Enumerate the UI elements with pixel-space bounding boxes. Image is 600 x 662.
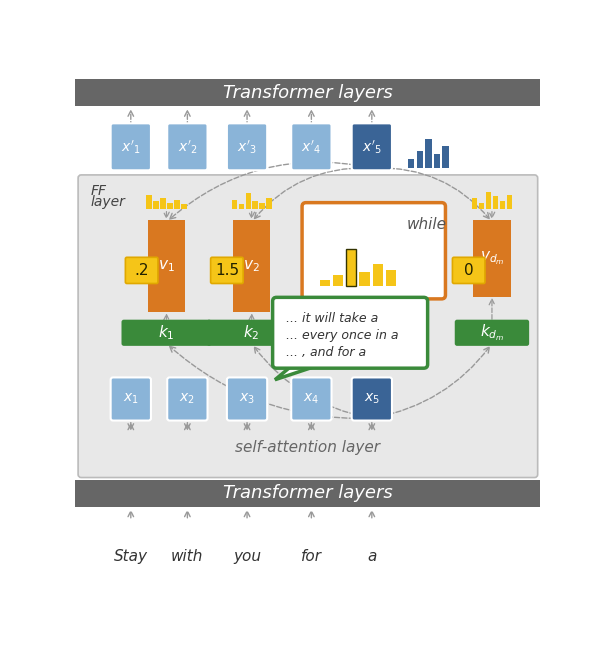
- FancyBboxPatch shape: [245, 193, 251, 209]
- Text: you: you: [233, 549, 261, 564]
- Text: $x_3$: $x_3$: [239, 392, 255, 406]
- FancyBboxPatch shape: [455, 320, 529, 346]
- Text: $v_{d_m}$: $v_{d_m}$: [479, 250, 504, 267]
- FancyBboxPatch shape: [266, 198, 272, 209]
- FancyBboxPatch shape: [373, 264, 383, 286]
- FancyBboxPatch shape: [452, 258, 485, 283]
- FancyBboxPatch shape: [233, 220, 271, 312]
- FancyBboxPatch shape: [167, 203, 173, 209]
- FancyBboxPatch shape: [302, 203, 445, 299]
- FancyBboxPatch shape: [320, 279, 330, 286]
- FancyBboxPatch shape: [207, 320, 296, 346]
- FancyBboxPatch shape: [408, 159, 415, 168]
- Text: ... every once in a: ... every once in a: [286, 329, 398, 342]
- Text: $x_5$: $x_5$: [364, 392, 380, 406]
- FancyBboxPatch shape: [78, 175, 538, 477]
- FancyBboxPatch shape: [75, 480, 540, 507]
- FancyBboxPatch shape: [346, 249, 356, 286]
- FancyBboxPatch shape: [442, 146, 449, 168]
- Text: ... it will take a: ... it will take a: [286, 312, 378, 325]
- FancyBboxPatch shape: [148, 220, 185, 312]
- Text: while: while: [407, 217, 446, 232]
- FancyBboxPatch shape: [110, 123, 151, 170]
- Polygon shape: [302, 295, 349, 312]
- Text: Stay: Stay: [114, 549, 148, 564]
- FancyBboxPatch shape: [167, 377, 208, 420]
- FancyBboxPatch shape: [473, 220, 511, 297]
- FancyBboxPatch shape: [75, 79, 540, 107]
- FancyBboxPatch shape: [352, 123, 392, 170]
- FancyBboxPatch shape: [434, 154, 440, 168]
- Text: ... , and for a: ... , and for a: [286, 346, 366, 359]
- Text: Transformer layers: Transformer layers: [223, 485, 392, 502]
- FancyBboxPatch shape: [174, 199, 179, 209]
- FancyBboxPatch shape: [146, 195, 152, 209]
- FancyBboxPatch shape: [121, 320, 211, 346]
- FancyBboxPatch shape: [227, 123, 267, 170]
- FancyBboxPatch shape: [160, 198, 166, 209]
- FancyBboxPatch shape: [253, 201, 258, 209]
- Text: .2: .2: [134, 263, 149, 278]
- Text: self-attention layer: self-attention layer: [235, 440, 380, 455]
- FancyBboxPatch shape: [167, 123, 208, 170]
- Text: a: a: [367, 549, 377, 564]
- FancyBboxPatch shape: [227, 377, 267, 420]
- Text: layer: layer: [91, 195, 125, 209]
- Polygon shape: [275, 364, 322, 380]
- Text: $k_2$: $k_2$: [244, 324, 260, 342]
- FancyBboxPatch shape: [479, 203, 484, 209]
- FancyBboxPatch shape: [493, 197, 498, 209]
- Text: 1.5: 1.5: [215, 263, 239, 278]
- FancyBboxPatch shape: [125, 258, 158, 283]
- Text: $k_{d_m}$: $k_{d_m}$: [480, 322, 504, 343]
- FancyBboxPatch shape: [500, 201, 505, 209]
- Text: FF: FF: [91, 184, 107, 198]
- Text: $x'_4$: $x'_4$: [301, 138, 322, 156]
- FancyBboxPatch shape: [486, 192, 491, 209]
- FancyBboxPatch shape: [359, 272, 370, 286]
- FancyBboxPatch shape: [386, 270, 396, 286]
- Text: $v_2$: $v_2$: [244, 258, 260, 274]
- FancyBboxPatch shape: [259, 203, 265, 209]
- FancyBboxPatch shape: [333, 275, 343, 286]
- FancyBboxPatch shape: [181, 204, 187, 209]
- Text: $x'_5$: $x'_5$: [362, 138, 382, 156]
- FancyBboxPatch shape: [232, 199, 237, 209]
- FancyBboxPatch shape: [352, 377, 392, 420]
- Text: Transformer layers: Transformer layers: [223, 84, 392, 102]
- FancyBboxPatch shape: [272, 297, 428, 368]
- FancyBboxPatch shape: [425, 139, 431, 168]
- FancyBboxPatch shape: [239, 204, 244, 209]
- FancyBboxPatch shape: [506, 195, 512, 209]
- FancyBboxPatch shape: [291, 123, 332, 170]
- Text: · · ·: · · ·: [358, 324, 386, 342]
- Text: $x_4$: $x_4$: [304, 392, 319, 406]
- Text: $k_1$: $k_1$: [158, 324, 175, 342]
- Text: for: for: [301, 549, 322, 564]
- FancyBboxPatch shape: [417, 151, 423, 168]
- Text: $x'_3$: $x'_3$: [237, 138, 257, 156]
- Text: $x_2$: $x_2$: [179, 392, 195, 406]
- Text: $x'_2$: $x'_2$: [178, 138, 197, 156]
- FancyBboxPatch shape: [211, 258, 243, 283]
- Text: 0: 0: [464, 263, 473, 278]
- FancyBboxPatch shape: [472, 198, 477, 209]
- FancyBboxPatch shape: [110, 377, 151, 420]
- FancyBboxPatch shape: [153, 201, 158, 209]
- Text: $x'_1$: $x'_1$: [121, 138, 140, 156]
- Text: $x_1$: $x_1$: [123, 392, 139, 406]
- Text: with: with: [171, 549, 203, 564]
- Text: · · ·: · · ·: [358, 261, 386, 279]
- Text: $v_1$: $v_1$: [158, 258, 175, 274]
- FancyBboxPatch shape: [291, 377, 332, 420]
